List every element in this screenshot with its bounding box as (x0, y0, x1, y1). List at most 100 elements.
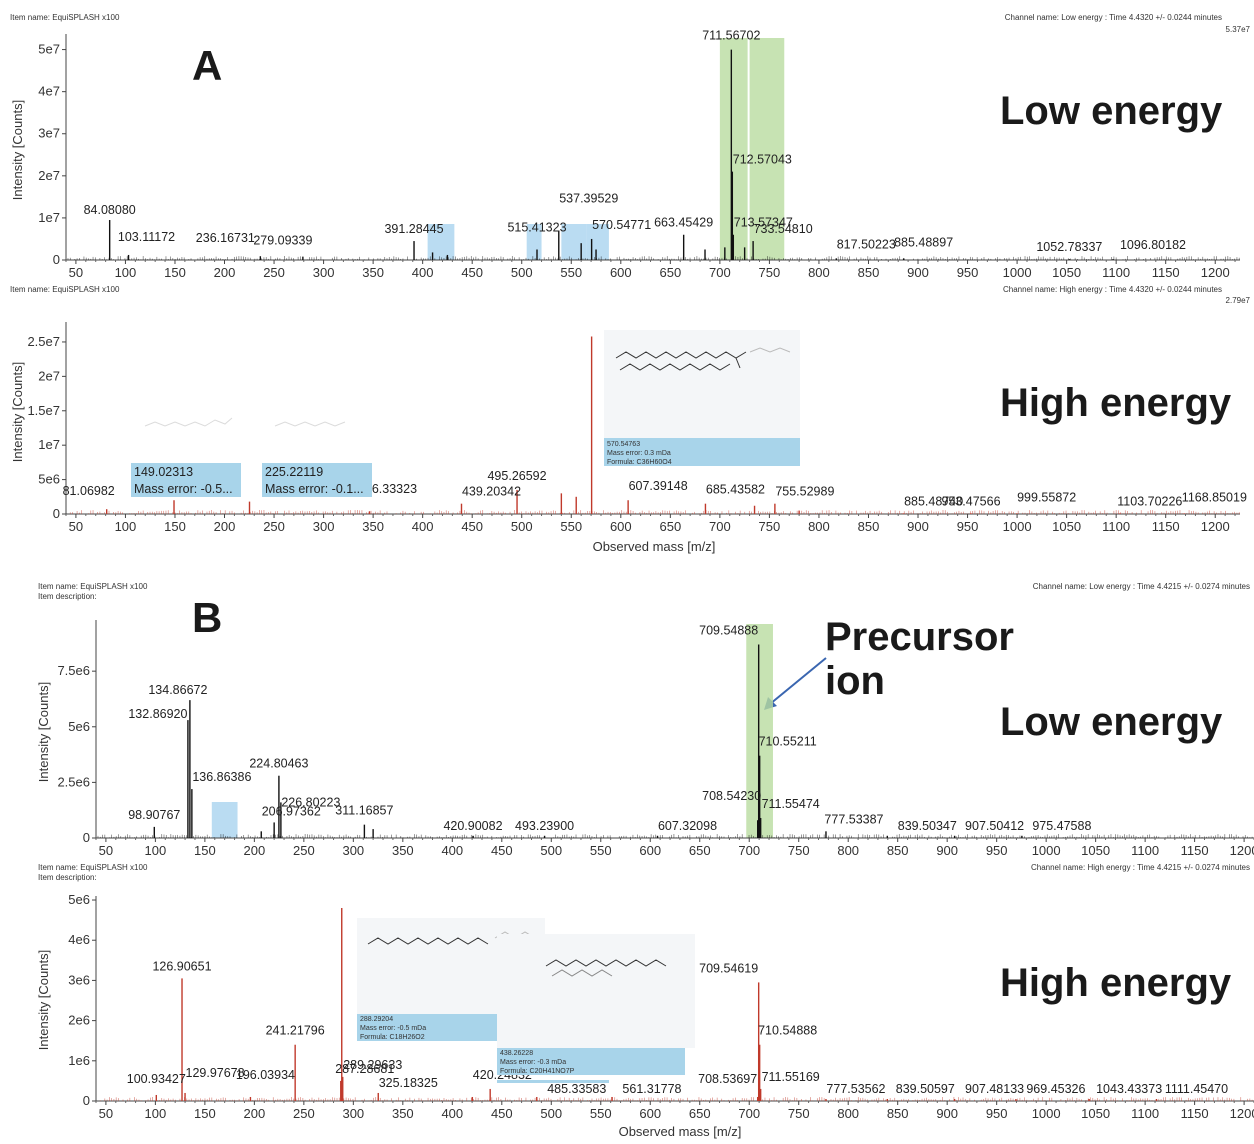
x-tick-label: 1100 (1102, 519, 1130, 534)
peak-label: 206.97362 (262, 804, 321, 818)
x-tick-label: 850 (887, 1106, 909, 1121)
highlight-band-4 (561, 224, 587, 260)
x-tick-label: 1000 (1032, 1106, 1061, 1121)
annotation-570-error: Mass error: 0.3 mDa (607, 450, 671, 457)
peak-label: 495.26592 (487, 469, 546, 483)
y-tick-label: 2.5e7 (27, 334, 60, 349)
item-name-b-high: Item name: EquiSPLASH x100 (38, 863, 148, 872)
y-tick-label: 2.5e6 (57, 774, 90, 789)
x-tick-label: 400 (441, 843, 463, 858)
panel-b-high: Item name: EquiSPLASH x100 Item descript… (36, 863, 1254, 1139)
x-tick-label: 650 (689, 843, 711, 858)
y-tick-label: 1e6 (68, 1053, 90, 1068)
annotation-288-error: Mass error: -0.5 mDa (360, 1025, 426, 1032)
channel-b-high: Channel name: High energy : Time 4.4215 … (1031, 863, 1250, 872)
peak-label: 493.23900 (515, 819, 574, 833)
ylabel-a-high: Intensity [Counts] (10, 362, 25, 462)
precursor-arrow (764, 657, 827, 710)
x-tick-label: 700 (709, 265, 731, 280)
structure-thumbnail-2 (274, 421, 346, 427)
x-tick-label: 50 (69, 519, 83, 534)
y-tick-label: 5e6 (38, 472, 60, 487)
x-tick-label: 600 (610, 519, 632, 534)
peak-label: 663.45429 (654, 216, 713, 230)
x-tick-label: 800 (837, 843, 859, 858)
peak-label: 226.80223 (281, 795, 340, 809)
peak-label: 100.93427 (127, 1072, 186, 1086)
peak-label: 607.39148 (629, 479, 688, 493)
x-tick-label: 300 (313, 519, 335, 534)
x-tick-label: 800 (808, 519, 830, 534)
x-tick-label: 800 (837, 1106, 859, 1121)
x-tick-label: 1100 (1131, 843, 1159, 858)
peak-label: 287.28681 (335, 1062, 394, 1076)
x-tick-label: 1150 (1181, 843, 1209, 858)
precursor-label-line1: Precursor (825, 615, 1014, 659)
peak-label: 710.54888 (758, 1024, 817, 1038)
x-tick-label: 850 (858, 265, 880, 280)
x-tick-label: 750 (759, 519, 781, 534)
x-tick-label: 200 (244, 1106, 266, 1121)
x-tick-label: 100 (115, 519, 137, 534)
peak-label: 685.43582 (706, 483, 765, 497)
annotation-570-mz: 570.54763 (607, 441, 640, 448)
x-tick-label: 400 (412, 265, 434, 280)
x-tick-label: 300 (313, 265, 335, 280)
peak-label: 279.09339 (253, 234, 312, 248)
x-tick-label: 700 (709, 519, 731, 534)
peak-label: 537.39529 (559, 192, 618, 206)
peak-label: 777.53387 (824, 812, 883, 826)
peak-label: 969.45326 (1026, 1082, 1085, 1096)
peak-label: 975.47588 (1032, 819, 1091, 833)
x-tick-label: 550 (590, 1106, 612, 1121)
peak-label: 709.54619 (699, 961, 758, 975)
annotation-438-mz: 438.26228 (500, 1050, 533, 1057)
peak-label: 709.54888 (699, 623, 758, 637)
chart-b-low: 50 100 150 200 250 300 350 400 450 500 550 600 650 70… (57, 620, 1254, 858)
panel-a-high: Item name: EquiSPLASH x100 Channel name:… (10, 285, 1251, 554)
peak-label: 907.50412 (965, 819, 1024, 833)
energy-label-a-low: Low energy (1000, 89, 1223, 133)
x-tick-label: 1000 (1032, 843, 1061, 858)
x-tick-label: 100 (145, 843, 167, 858)
x-tick-label: 950 (986, 843, 1008, 858)
y-tick-label: 4e7 (38, 84, 60, 99)
channel-a-high: Channel name: High energy : Time 4.4320 … (1003, 285, 1222, 294)
x-tick-label: 950 (957, 519, 979, 534)
annotation-438-formula: Formula: C20H41NO7P (500, 1068, 575, 1075)
x-tick-label: 150 (194, 1106, 216, 1121)
x-tick-label: 350 (362, 265, 384, 280)
y-tick-label: 2e6 (68, 1013, 90, 1028)
peak-label: 1043.43373 (1096, 1082, 1162, 1096)
x-tick-label: 1200 (1230, 1106, 1254, 1121)
highlight-band-0 (719, 38, 748, 260)
x-tick-label: 450 (461, 519, 483, 534)
x-tick-label: 300 (342, 843, 364, 858)
x-tick-label: 1150 (1152, 519, 1180, 534)
peak-label: 289.29633 (343, 1058, 402, 1072)
peak-label: 1052.78337 (1036, 240, 1102, 254)
x-tick-label: 1050 (1052, 519, 1081, 534)
peak-label: 81.06982 (63, 484, 115, 498)
x-tick-label: 1100 (1102, 265, 1130, 280)
peak-label: 1111.45470 (1165, 1082, 1228, 1096)
energy-label-b-low: Low energy (1000, 700, 1223, 744)
peak-label: 241.21796 (266, 1024, 325, 1038)
peak-label: 708.54230 (702, 789, 761, 803)
energy-label-b-high: High energy (1000, 961, 1232, 1005)
item-desc-b-low: Item description: (38, 592, 97, 601)
x-tick-label: 150 (164, 519, 186, 534)
xlabel-a-high: Observed mass [m/z] (593, 539, 716, 554)
y-tick-label: 7.5e6 (57, 663, 90, 678)
x-tick-label: 900 (907, 519, 929, 534)
peak-label: 103.11172 (118, 230, 175, 244)
panel-b-low: Item name: EquiSPLASH x100 Item descript… (36, 582, 1254, 858)
peak-label: 817.50223 (837, 237, 896, 251)
peak-label: 999.55872 (1017, 490, 1076, 504)
annotation-box-570: 570.54763 Mass error: 0.3 mDa Formula: C… (604, 330, 800, 466)
x-tick-label: 550 (560, 265, 582, 280)
chart-a-low: 50 100 150 200 250 300 350 400 450 500 550 600 650 70… (38, 29, 1240, 280)
y-tick-label: 0 (83, 1093, 90, 1108)
y-tick-label: 5e6 (68, 719, 90, 734)
